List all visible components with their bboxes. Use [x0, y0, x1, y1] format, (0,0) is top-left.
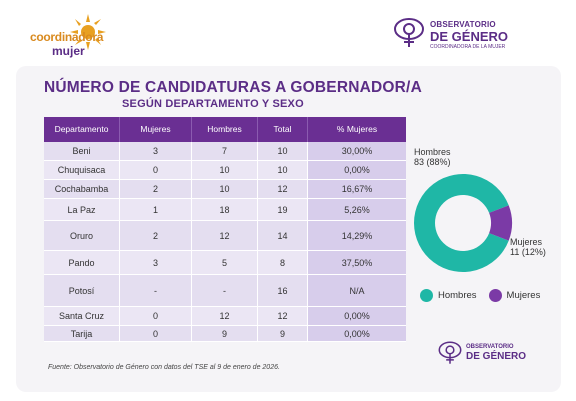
cell-pct-mujeres: 0,00%	[308, 161, 406, 180]
header-departamento: Departamento	[44, 117, 120, 142]
page-title: NÚMERO DE CANDIDATURAS A GOBERNADOR/A	[44, 79, 422, 96]
label-mujeres: Mujeres 11 (12%)	[510, 237, 546, 257]
table-row: Cochabamba 2 10 12 16,67%	[44, 180, 406, 199]
cell-pct-mujeres: 5,26%	[308, 199, 406, 221]
table-row: Potosí - -16 N/A	[44, 275, 406, 307]
label-mujeres-name: Mujeres	[510, 237, 543, 247]
cell-dept: Tarija	[44, 326, 120, 342]
cell-mujeres: -	[120, 275, 192, 307]
cell-hombres: 7	[192, 142, 258, 161]
cell-total: 8	[258, 251, 308, 275]
table-header-row: Departamento Mujeres Hombres Total % Muj…	[44, 117, 406, 142]
cell-hombres: 10	[192, 161, 258, 180]
cell-dept: Chuquisaca	[44, 161, 120, 180]
legend-label-hombres: Hombres	[438, 290, 477, 301]
cell-dept: Oruro	[44, 221, 120, 251]
cell-mujeres: 0	[120, 326, 192, 342]
label-mujeres-value: 11 (12%)	[510, 247, 546, 257]
table-row: Santa Cruz 0 12 12 0,00%	[44, 307, 406, 326]
cell-mujeres: 2	[120, 221, 192, 251]
cell-pct-mujeres: 0,00%	[308, 326, 406, 342]
cell-dept: La Paz	[44, 199, 120, 221]
observatorio-logo: OBSERVATORIO DE GÉNERO COORDINADORA DE L…	[392, 16, 522, 56]
cell-total: 16	[258, 275, 308, 307]
cell-dept: Cochabamba	[44, 180, 120, 199]
logo-right-line3: COORDINADORA DE LA MUJER	[430, 44, 506, 50]
venus-symbol-icon	[394, 18, 424, 47]
cell-hombres: 12	[192, 307, 258, 326]
table-row: Tarija 0 9 9 0,00%	[44, 326, 406, 342]
cell-total: 9	[258, 326, 308, 342]
table-row: Beni 3 7 10 30,00%	[44, 142, 406, 161]
candidaturas-table: Departamento Mujeres Hombres Total % Muj…	[44, 117, 406, 342]
coordinadora-mujer-logo: coordinadora mujer	[30, 10, 120, 62]
cell-dept: Santa Cruz	[44, 307, 120, 326]
cell-mujeres: 0	[120, 307, 192, 326]
label-hombres: Hombres 83 (88%)	[414, 147, 451, 167]
source-note: Fuente: Observatorio de Género con datos…	[48, 364, 280, 371]
legend-item-mujeres: Mujeres	[488, 289, 541, 302]
logo-small-line1: OBSERVATORIO	[466, 344, 514, 350]
label-hombres-name: Hombres	[414, 147, 451, 157]
header-mujeres: Mujeres	[120, 117, 192, 142]
donut-slice-mujeres	[489, 205, 512, 241]
cell-total: 12	[258, 180, 308, 199]
logo-left-line1: coordinadora	[30, 30, 104, 44]
logo-left-line2: mujer	[52, 44, 85, 58]
cell-hombres: 5	[192, 251, 258, 275]
logo-right-line1: OBSERVATORIO	[430, 20, 496, 29]
legend-swatch-mujeres	[488, 289, 502, 302]
cell-total: 12	[258, 307, 308, 326]
legend-swatch-hombres	[420, 289, 433, 302]
table-row: Pando 3 5 8 37,50%	[44, 251, 406, 275]
cell-pct-mujeres: 14,29%	[308, 221, 406, 251]
page-subtitle: SEGÚN DEPARTAMENTO Y SEXO	[122, 98, 304, 110]
cell-pct-mujeres: N/A	[308, 275, 406, 307]
cell-hombres: 18	[192, 199, 258, 221]
cell-mujeres: 2	[120, 180, 192, 199]
cell-mujeres: 3	[120, 142, 192, 161]
cell-dept: Potosí	[44, 275, 120, 307]
cell-hombres: 10	[192, 180, 258, 199]
venus-symbol-icon	[438, 341, 462, 364]
cell-total: 14	[258, 221, 308, 251]
legend-label-mujeres: Mujeres	[506, 290, 541, 301]
cell-pct-mujeres: 37,50%	[308, 251, 406, 275]
logo-right-line2: DE GÉNERO	[430, 29, 509, 44]
cell-mujeres: 0	[120, 161, 192, 180]
cell-dept: Pando	[44, 251, 120, 275]
legend-item-hombres: Hombres	[420, 289, 477, 302]
cell-pct-mujeres: 16,67%	[308, 180, 406, 199]
cell-total: 10	[258, 161, 308, 180]
cell-total: 19	[258, 199, 308, 221]
header-pct-mujeres: % Mujeres	[308, 117, 406, 142]
header-total: Total	[258, 117, 308, 142]
header-hombres: Hombres	[192, 117, 258, 142]
table-row: La Paz 1 18 19 5,26%	[44, 199, 406, 221]
cell-total: 10	[258, 142, 308, 161]
cell-hombres: -	[192, 275, 258, 307]
cell-mujeres: 1	[120, 199, 192, 221]
table-row: Oruro 2 12 14 14,29%	[44, 221, 406, 251]
observatorio-logo-small: OBSERVATORIO DE GÉNERO	[437, 340, 547, 368]
cell-hombres: 9	[192, 326, 258, 342]
gender-donut-chart	[414, 174, 512, 272]
label-hombres-value: 83 (88%)	[414, 157, 451, 167]
cell-pct-mujeres: 30,00%	[308, 142, 406, 161]
donut-slice-hombres	[414, 174, 509, 272]
cell-mujeres: 3	[120, 251, 192, 275]
logo-small-line2: DE GÉNERO	[466, 351, 527, 362]
sun-icon	[70, 14, 106, 50]
cell-dept: Beni	[44, 142, 120, 161]
chart-legend: Hombres Mujeres	[420, 289, 552, 302]
cell-hombres: 12	[192, 221, 258, 251]
cell-pct-mujeres: 0,00%	[308, 307, 406, 326]
table-row: Chuquisaca 0 10 10 0,00%	[44, 161, 406, 180]
